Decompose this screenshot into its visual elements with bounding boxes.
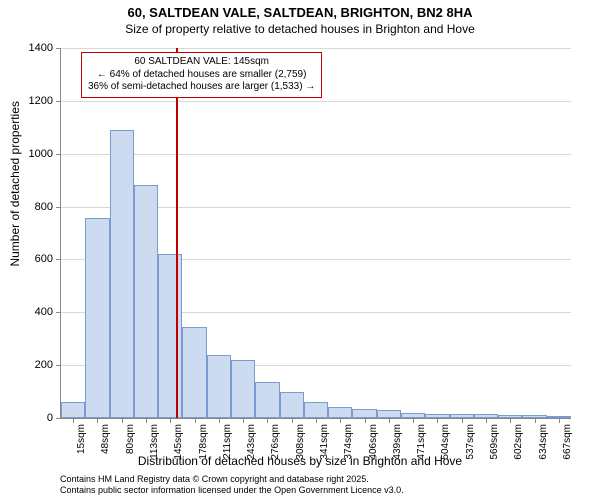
footer: Contains HM Land Registry data © Crown c… <box>60 474 404 496</box>
x-tick <box>267 418 268 423</box>
histogram-bar <box>182 327 206 418</box>
y-axis-title: Number of detached properties <box>8 101 22 266</box>
x-tick <box>122 418 123 423</box>
gridline <box>61 48 571 49</box>
marker-line <box>176 48 178 418</box>
x-tick <box>170 418 171 423</box>
gridline <box>61 101 571 102</box>
histogram-bar <box>328 407 352 418</box>
annotation-line1: 60 SALTDEAN VALE: 145sqm <box>88 56 315 69</box>
x-tick <box>559 418 560 423</box>
x-tick <box>437 418 438 423</box>
histogram-bar <box>110 130 134 418</box>
y-tick <box>56 48 61 49</box>
x-tick <box>365 418 366 423</box>
x-tick <box>535 418 536 423</box>
gridline <box>61 154 571 155</box>
y-tick-label: 1200 <box>29 95 53 107</box>
y-tick <box>56 418 61 419</box>
chart-title: 60, SALTDEAN VALE, SALTDEAN, BRIGHTON, B… <box>0 0 600 21</box>
y-tick <box>56 312 61 313</box>
x-tick-label: 15sqm <box>76 424 87 454</box>
y-tick-label: 600 <box>35 253 53 265</box>
y-tick-label: 1000 <box>29 148 53 160</box>
y-tick <box>56 101 61 102</box>
y-tick-label: 400 <box>35 306 53 318</box>
y-tick <box>56 365 61 366</box>
chart-container: 60, SALTDEAN VALE, SALTDEAN, BRIGHTON, B… <box>0 0 600 500</box>
histogram-bar <box>352 409 376 418</box>
x-tick <box>486 418 487 423</box>
x-tick <box>146 418 147 423</box>
footer-line1: Contains HM Land Registry data © Crown c… <box>60 474 404 485</box>
x-tick <box>340 418 341 423</box>
histogram-bar <box>158 254 182 418</box>
y-tick <box>56 154 61 155</box>
x-tick <box>462 418 463 423</box>
footer-line2: Contains public sector information licen… <box>60 485 404 496</box>
annotation-line2: ← 64% of detached houses are smaller (2,… <box>88 69 315 82</box>
histogram-bar <box>304 402 328 418</box>
x-tick <box>389 418 390 423</box>
histogram-bar <box>85 218 109 418</box>
annotation-box: 60 SALTDEAN VALE: 145sqm ← 64% of detach… <box>81 52 322 98</box>
y-tick-label: 1400 <box>29 42 53 54</box>
y-tick <box>56 259 61 260</box>
x-tick <box>510 418 511 423</box>
x-tick <box>316 418 317 423</box>
x-tick-label: 48sqm <box>100 424 111 454</box>
y-tick <box>56 207 61 208</box>
x-tick <box>195 418 196 423</box>
histogram-bar <box>255 382 279 418</box>
histogram-bar <box>134 185 158 418</box>
y-tick-label: 0 <box>47 412 53 424</box>
histogram-bar <box>61 402 85 418</box>
x-tick <box>243 418 244 423</box>
x-tick <box>292 418 293 423</box>
x-tick <box>73 418 74 423</box>
x-tick-label: 80sqm <box>125 424 136 454</box>
y-tick-label: 200 <box>35 359 53 371</box>
y-tick-label: 800 <box>35 201 53 213</box>
x-tick <box>413 418 414 423</box>
histogram-bar <box>231 360 255 418</box>
histogram-bar <box>377 410 401 418</box>
chart-subtitle: Size of property relative to detached ho… <box>0 22 600 36</box>
x-tick <box>219 418 220 423</box>
x-axis-title: Distribution of detached houses by size … <box>0 454 600 468</box>
histogram-bar <box>207 355 231 418</box>
histogram-bar <box>280 392 304 418</box>
plot-area: 020040060080010001200140015sqm48sqm80sqm… <box>60 48 571 419</box>
annotation-line3: 36% of semi-detached houses are larger (… <box>88 81 315 94</box>
x-tick <box>97 418 98 423</box>
